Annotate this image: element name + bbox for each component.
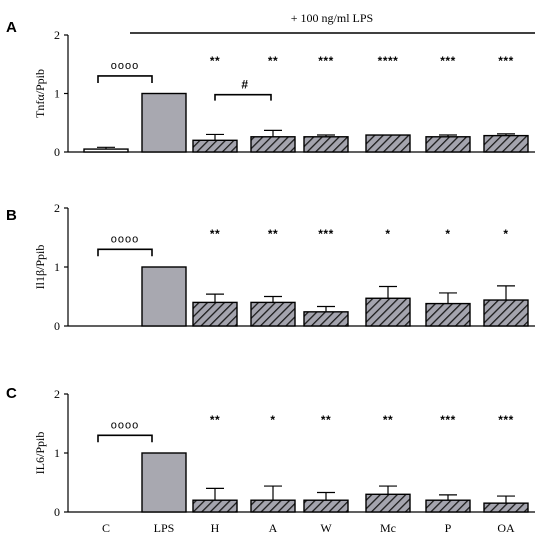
bar-LPS: [141, 266, 187, 327]
bar-LPS: [141, 452, 187, 513]
significance-label: ***: [318, 54, 334, 68]
bar-Mc: [365, 297, 411, 327]
y-tick-label: 1: [54, 87, 60, 101]
bar-A: [250, 301, 296, 327]
y-axis-label: Il1β/Ppib: [33, 245, 47, 290]
y-tick-label: 1: [54, 260, 60, 274]
panel-letter: B: [6, 207, 17, 224]
x-category-label: OA: [497, 521, 515, 535]
bar-W: [303, 499, 349, 513]
x-category-label: W: [320, 521, 332, 535]
significance-label: *: [385, 227, 390, 241]
significance-label: **: [321, 413, 331, 427]
bar-H: [192, 301, 238, 327]
x-category-label: H: [211, 521, 220, 535]
x-category-label: LPS: [154, 521, 175, 535]
hash-label: #: [241, 78, 248, 92]
bar-P: [425, 136, 471, 153]
significance-label: **: [210, 413, 220, 427]
y-axis-label: IL6/Ppib: [33, 432, 47, 475]
y-tick-label: 0: [54, 319, 60, 333]
significance-label: *: [445, 227, 450, 241]
x-category-label: P: [445, 521, 452, 535]
bar-OA: [483, 502, 529, 513]
significance-label: **: [383, 413, 393, 427]
hash-bracket: [214, 93, 272, 101]
significance-label: **: [268, 54, 278, 68]
y-axis-label: Tnfα/Ppib: [33, 69, 47, 118]
bar-W: [303, 136, 349, 153]
x-category-label: C: [102, 521, 110, 535]
bar-Mc: [365, 134, 411, 153]
y-tick-label: 2: [54, 28, 60, 42]
bar-P: [425, 499, 471, 513]
significance-label: **: [268, 227, 278, 241]
bar-A: [250, 499, 296, 513]
bar-W: [303, 311, 349, 327]
bar-A: [250, 136, 296, 153]
bar-H: [192, 139, 238, 153]
comparison-bracket: [97, 248, 153, 257]
y-tick-label: 1: [54, 446, 60, 460]
significance-label: *: [503, 227, 508, 241]
comparison-bracket: [97, 434, 153, 443]
significance-label: ***: [498, 54, 514, 68]
significance-label: **: [210, 227, 220, 241]
bracket-label: oooo: [111, 60, 139, 72]
bar-Mc: [365, 493, 411, 513]
bar-P: [425, 302, 471, 327]
bracket-label: oooo: [111, 419, 139, 431]
bar-C: [83, 148, 129, 153]
y-tick-label: 2: [54, 387, 60, 401]
significance-label: *: [270, 413, 275, 427]
significance-label: ****: [378, 54, 399, 68]
y-tick-label: 0: [54, 505, 60, 519]
panel-letter: C: [6, 385, 17, 402]
significance-label: ***: [318, 227, 334, 241]
significance-label: ***: [498, 413, 514, 427]
bar-LPS: [141, 92, 187, 153]
panel-letter: A: [6, 19, 17, 36]
comparison-bracket: [97, 75, 153, 83]
significance-label: ***: [440, 54, 456, 68]
bar-H: [192, 499, 238, 513]
significance-label: **: [210, 54, 220, 68]
y-tick-label: 0: [54, 145, 60, 159]
x-category-label: A: [269, 521, 278, 535]
bar-OA: [483, 299, 529, 327]
significance-label: ***: [440, 413, 456, 427]
bar-OA: [483, 134, 529, 153]
y-tick-label: 2: [54, 201, 60, 215]
lps-treatment-label: + 100 ng/ml LPS: [291, 11, 373, 25]
bracket-label: oooo: [111, 233, 139, 245]
x-category-label: Mc: [380, 521, 396, 535]
